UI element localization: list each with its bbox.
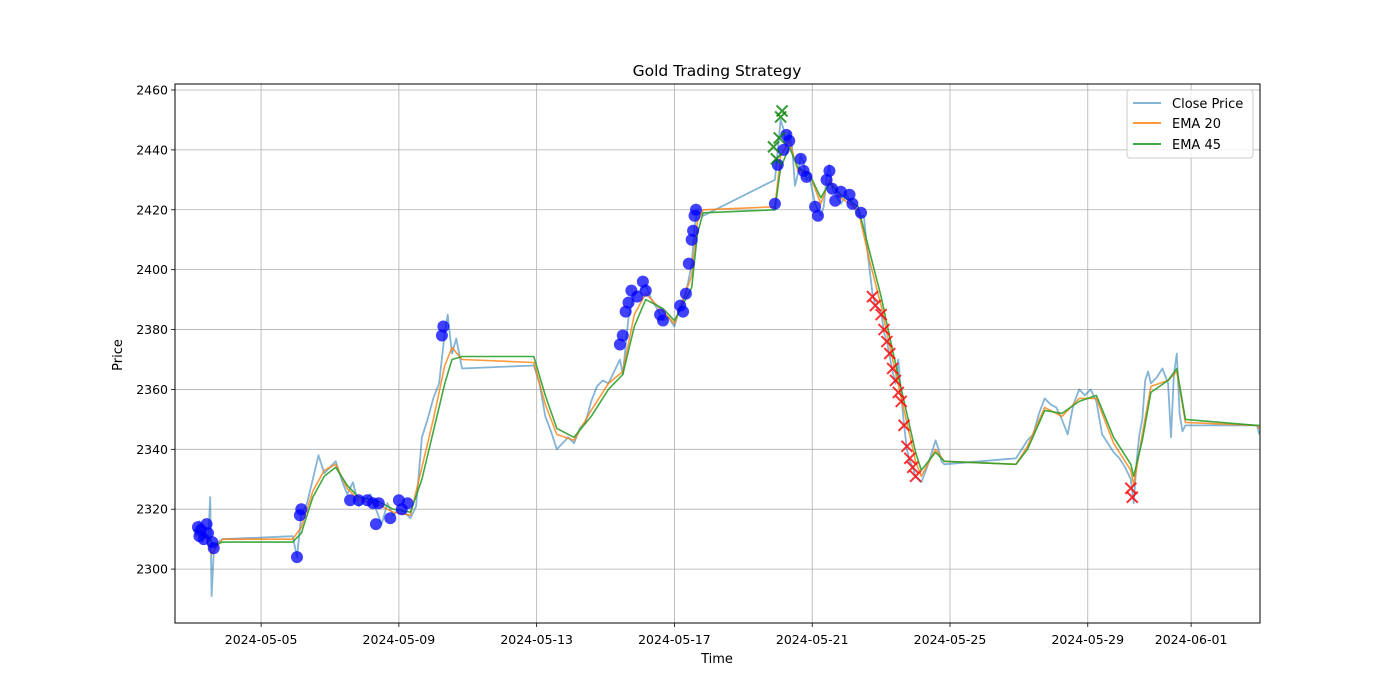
x-tick-label: 2024-05-29 <box>1051 632 1124 647</box>
buy-signal-marker <box>352 494 365 507</box>
x-axis-ticks: 2024-05-05 2024-05-09 2024-05-13 2024-05-17… <box>225 623 1228 647</box>
buy-signal-marker <box>811 209 824 222</box>
sell-signal-marker <box>906 461 919 474</box>
green-signal-marker <box>767 140 780 154</box>
green-signal-marker <box>773 131 786 145</box>
chart-title: Gold Trading Strategy <box>633 62 802 80</box>
y-tick-label: 2400 <box>136 262 168 277</box>
buy-signal-marker <box>200 518 213 531</box>
buy-signal-marker <box>437 320 450 333</box>
legend-label-ema20: EMA 20 <box>1172 117 1221 132</box>
buy-signal-marker <box>689 203 702 216</box>
y-tick-label: 2440 <box>136 142 168 157</box>
sell-signal-marker <box>866 290 879 303</box>
legend: Close Price EMA 20 EMA 45 <box>1126 89 1254 159</box>
legend-label-close: Close Price <box>1172 97 1243 112</box>
buy-signal-marker <box>685 233 698 246</box>
y-tick-label: 2420 <box>136 202 168 217</box>
green-signal-marker <box>770 152 783 166</box>
sell-signal-marker <box>886 362 899 375</box>
sell-signal-marker <box>900 440 914 453</box>
buy-signal-marker <box>344 494 357 507</box>
buy-signal-marker <box>290 551 303 564</box>
close-price-line <box>192 119 1260 597</box>
buy-signal-marker <box>435 329 448 342</box>
x-tick-label: 2024-06-01 <box>1155 632 1228 647</box>
buy-signal-marker <box>768 197 781 210</box>
sell-signal-marker <box>894 395 908 408</box>
buy-signal-marker <box>823 164 836 177</box>
y-tick-label: 2360 <box>136 382 168 397</box>
y-tick-label: 2380 <box>136 322 168 337</box>
buy-signal-marker <box>622 296 635 309</box>
sell-signal-marker <box>909 470 922 483</box>
buy-signal-marker <box>800 170 813 183</box>
buy-signal-marker <box>616 329 629 342</box>
buy-signal-marker <box>846 197 859 210</box>
buy-signal-marker <box>687 224 700 237</box>
sell-signal-marker <box>880 335 894 348</box>
signal-markers <box>191 104 1139 564</box>
buy-signal-marker <box>369 518 382 531</box>
y-tick-label: 2460 <box>136 82 168 97</box>
x-tick-label: 2024-05-21 <box>776 632 849 647</box>
buy-signal-marker <box>677 305 690 318</box>
y-tick-label: 2300 <box>136 562 168 577</box>
y-axis-label: Price <box>111 339 126 371</box>
sell-signal-marker <box>877 323 891 336</box>
buy-signal-marker <box>207 542 220 555</box>
buy-signal-marker <box>829 194 842 207</box>
green-signal-marker <box>775 104 789 118</box>
sell-signal-marker <box>903 452 917 465</box>
buy-signal-marker <box>202 527 215 540</box>
buy-signal-marker <box>771 158 784 171</box>
buy-signal-marker <box>384 512 397 525</box>
x-tick-label: 2024-05-05 <box>225 632 298 647</box>
legend-label-ema45: EMA 45 <box>1172 138 1221 153</box>
buy-signal-marker <box>631 290 644 303</box>
buy-signal-marker <box>777 143 790 156</box>
x-tick-label: 2024-05-09 <box>363 632 436 647</box>
buy-signal-marker <box>372 497 385 510</box>
x-tick-label: 2024-05-25 <box>914 632 987 647</box>
sell-signal-marker <box>897 419 911 432</box>
buy-signal-marker <box>682 257 695 270</box>
buy-signal-marker <box>783 134 796 147</box>
buy-signal-marker <box>794 152 807 165</box>
buy-signal-marker <box>401 497 414 510</box>
x-axis-label: Time <box>700 652 733 667</box>
buy-signal-marker <box>855 206 868 219</box>
buy-signal-marker <box>679 287 692 300</box>
plot-frame <box>174 83 1261 624</box>
sell-signal-marker <box>1126 491 1139 504</box>
x-tick-label: 2024-05-17 <box>638 632 711 647</box>
sell-signal-marker <box>889 374 902 387</box>
sell-signal-marker <box>892 386 905 399</box>
sell-signal-marker <box>869 299 882 312</box>
buy-signal-marker <box>656 314 669 327</box>
legend-box <box>1126 89 1254 159</box>
y-tick-label: 2340 <box>136 442 168 457</box>
buy-signal-marker <box>295 503 308 516</box>
y-tick-label: 2320 <box>136 502 168 517</box>
x-tick-label: 2024-05-13 <box>500 632 573 647</box>
sell-signal-marker <box>874 308 888 321</box>
sell-signal-marker <box>883 347 896 360</box>
y-axis-ticks: 2300 2320 2340 2360 2380 2400 2420 2440 2460 <box>136 82 175 577</box>
buy-signal-marker <box>639 284 652 297</box>
